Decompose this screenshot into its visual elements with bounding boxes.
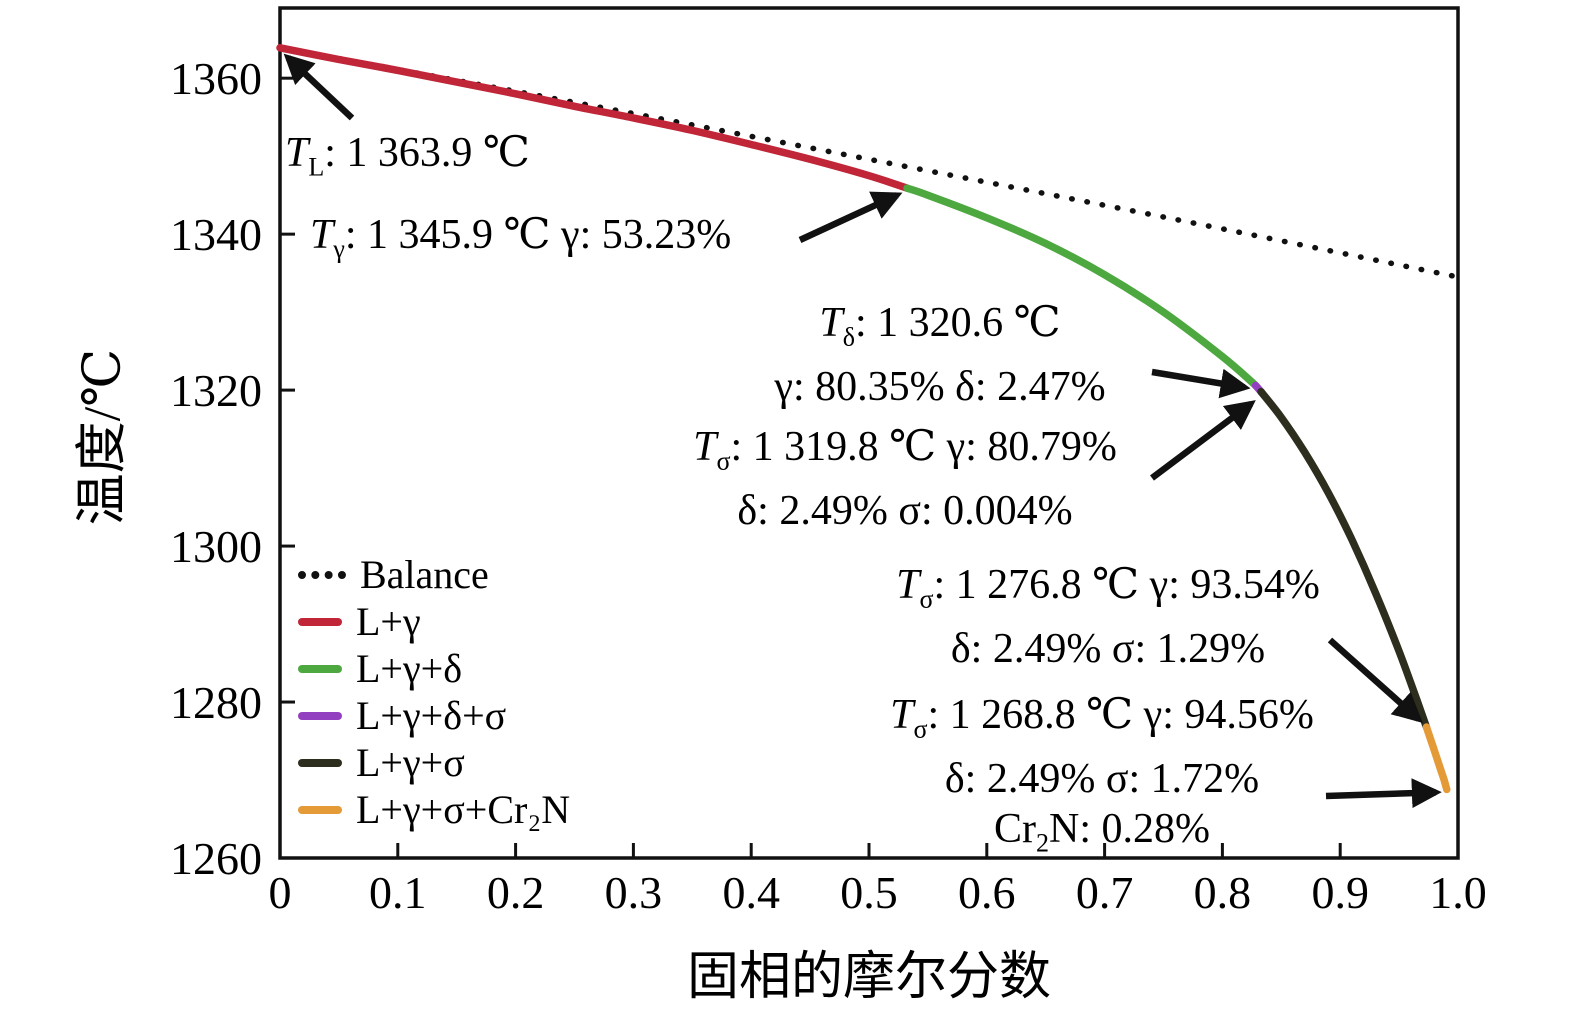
annotation-line: δ: 2.49% σ: 1.72%	[944, 756, 1260, 803]
x-tick-label: 0.2	[487, 867, 545, 918]
series-l-gamma-sigma	[1257, 387, 1431, 731]
annotation-delta-start: Tδ: 1 320.6 ℃ γ: 80.35% δ: 2.47%	[774, 298, 1105, 412]
annotation-line: Tσ: 1 268.8 ℃ γ: 94.56%	[890, 692, 1314, 744]
annotation-arrow-delta-start	[1151, 368, 1251, 399]
legend-swatch-l-gamma-delta	[298, 664, 342, 673]
legend-swatch-l-gamma	[298, 617, 342, 626]
legend-item-l-gamma-delta-sigma: L+γ+δ+σ	[298, 692, 570, 739]
legend-label: L+γ+δ+σ	[356, 693, 507, 738]
annotation-line: Cr2N: 0.28%	[993, 806, 1210, 858]
series-l-gamma-sigma-cr2n	[1422, 723, 1451, 794]
y-tick-label: 1340	[170, 209, 262, 260]
series-l-gamma-delta	[903, 184, 1260, 390]
y-tick-label: 1280	[170, 677, 262, 728]
y-tick-label: 1320	[170, 365, 262, 416]
legend-swatch-l-gamma-sigma-cr2n	[298, 805, 342, 814]
annotation-line: TL: 1 363.9 ℃	[285, 130, 530, 182]
x-tick-label: 0.7	[1076, 867, 1134, 918]
legend-label: L+γ	[356, 599, 421, 644]
annotation-line: Tδ: 1 320.6 ℃	[819, 300, 1061, 352]
annotation-arrow-sigma-1276	[1327, 637, 1423, 723]
annotation-solidus-end: Tσ: 1 268.8 ℃ γ: 94.56% δ: 2.49% σ: 1.72%…	[890, 690, 1314, 869]
legend-label: L+γ+δ	[356, 646, 463, 691]
annotation-arrow-gamma-start	[798, 191, 903, 243]
legend-item-l-gamma-sigma-cr2n: L+γ+σ+Cr₂N	[298, 786, 570, 833]
y-tick-label: 1360	[170, 53, 262, 104]
x-tick-label: 0.5	[840, 867, 898, 918]
annotation-sigma-1276: Tσ: 1 276.8 ℃ γ: 93.54% δ: 2.49% σ: 1.29%	[896, 560, 1320, 674]
x-tick-label: 0.8	[1194, 867, 1252, 918]
x-tick-label: 0.1	[369, 867, 427, 918]
legend-swatch-l-gamma-sigma	[298, 758, 342, 767]
legend-label: L+γ+σ+Cr₂N	[356, 787, 571, 832]
x-tick-label: 0.3	[605, 867, 663, 918]
legend-label: Balance	[360, 552, 489, 597]
annotation-line: Tσ: 1 276.8 ℃ γ: 93.54%	[896, 562, 1320, 614]
legend-label: L+γ+σ	[356, 740, 465, 785]
legend-swatch-l-gamma-delta-sigma	[298, 711, 342, 720]
annotation-line: γ: 80.35% δ: 2.47%	[774, 364, 1106, 411]
annotation-arrow-solidus-end	[1325, 778, 1442, 809]
annotation-line: Tσ: 1 319.8 ℃ γ: 80.79%	[693, 424, 1117, 476]
annotation-line: δ: 2.49% σ: 0.004%	[737, 488, 1073, 535]
series-l-gamma	[276, 44, 911, 192]
x-tick-label: 1.0	[1429, 867, 1487, 918]
y-axis-title: 温度/℃	[74, 348, 132, 526]
annotation-gamma-start: Tγ: 1 345.9 ℃ γ: 53.23%	[310, 210, 731, 274]
legend-swatch-balance	[298, 570, 346, 579]
legend-item-l-gamma: L+γ	[298, 598, 570, 645]
annotation-arrow-liquidus	[283, 53, 355, 121]
legend-item-l-gamma-sigma: L+γ+σ	[298, 739, 570, 786]
y-tick-label: 1300	[170, 521, 262, 572]
legend-item-balance: Balance	[298, 551, 570, 598]
x-tick-label: 0.4	[722, 867, 780, 918]
y-tick-label: 1260	[170, 833, 262, 884]
annotation-line: Tγ: 1 345.9 ℃ γ: 53.23%	[310, 212, 732, 264]
legend: Balance L+γ L+γ+δ L+γ+δ+σ L+γ+σ L+γ+σ+Cr₂N	[298, 551, 570, 833]
x-tick-label: 0.9	[1311, 867, 1369, 918]
x-tick-label: 0	[269, 867, 292, 918]
annotation-sigma-start: Tσ: 1 319.8 ℃ γ: 80.79% δ: 2.49% σ: 0.004…	[693, 422, 1117, 536]
annotation-arrow-sigma-start	[1150, 400, 1256, 481]
x-axis-title: 固相的摩尔分数	[686, 949, 1052, 1006]
x-tick-label: 0.6	[958, 867, 1016, 918]
legend-item-l-gamma-delta: L+γ+δ	[298, 645, 570, 692]
annotation-liquidus: TL: 1 363.9 ℃	[285, 128, 530, 192]
annotation-line: δ: 2.49% σ: 1.29%	[950, 626, 1266, 673]
